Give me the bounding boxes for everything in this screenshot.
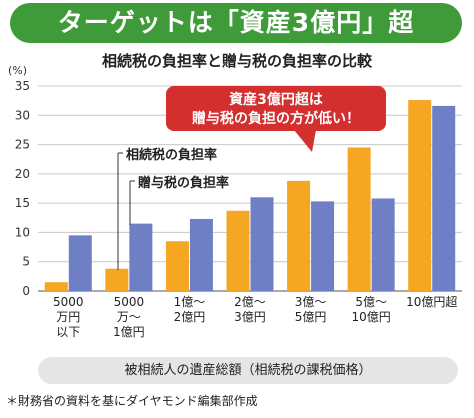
x-axis-label-box: 被相続人の遺産総額（相続税の課税価格） <box>38 357 458 384</box>
bar-gift-tax <box>371 198 395 291</box>
bar-inheritance-tax <box>408 100 432 291</box>
bar-gift-tax <box>189 218 213 291</box>
x-tick-label: 1億〜 2億円 <box>174 295 206 324</box>
source-note: ＊財務省の資料を基にダイヤモンド編集部作成 <box>6 394 258 408</box>
bar-inheritance-tax <box>165 241 189 291</box>
x-tick-label: 5000 万円以下 <box>53 295 84 339</box>
x-tick-label: 10億円超 <box>406 294 457 309</box>
x-tick-label: 3億〜 5億円 <box>295 295 327 324</box>
x-tick-label: 2億〜 3億円 <box>234 295 266 324</box>
bar-gift-tax <box>129 223 153 291</box>
bar-inheritance-tax <box>226 210 250 291</box>
legend-inheritance-tax: 相続税の負担率 <box>126 147 217 163</box>
y-tick-label: 30 <box>15 108 30 122</box>
y-tick-label: 35 <box>15 79 30 93</box>
bar-gift-tax <box>250 197 274 291</box>
y-tick-label: 0 <box>22 284 30 298</box>
bar-gift-tax <box>311 201 335 291</box>
title-banner: ターゲットは「資産3億円」超 <box>10 3 462 43</box>
bar-gift-tax <box>68 235 92 291</box>
y-tick-label: 5 <box>22 255 30 269</box>
y-tick-label: 25 <box>15 138 30 152</box>
y-tick-label: 20 <box>15 167 30 181</box>
x-tick-label: 5000 万〜 1億円 <box>113 295 145 339</box>
bar-inheritance-tax <box>44 282 68 291</box>
bar-inheritance-tax <box>347 147 371 291</box>
chart-subtitle: 相続税の負担率と贈与税の負担率の比較 <box>101 52 372 70</box>
bar-inheritance-tax <box>105 268 129 291</box>
y-axis-unit: (%) <box>8 64 27 77</box>
x-axis-label: 被相続人の遺産総額（相続税の課税価格） <box>124 363 372 378</box>
legend-gift-tax: 贈与税の負担率 <box>138 175 229 191</box>
bar-inheritance-tax <box>287 180 311 291</box>
callout-text: 贈与税の負担の方が低い！ <box>192 110 360 127</box>
callout-box <box>166 86 386 131</box>
callout-text: 資産3億円超は <box>229 91 323 108</box>
x-tick-label: 5億〜 10億円 <box>352 295 391 324</box>
bar-gift-tax <box>432 105 456 292</box>
banner-title: ターゲットは「資産3億円」超 <box>57 8 415 37</box>
callout-pointer <box>294 130 316 152</box>
y-tick-label: 15 <box>15 196 30 210</box>
y-tick-label: 10 <box>15 225 30 239</box>
